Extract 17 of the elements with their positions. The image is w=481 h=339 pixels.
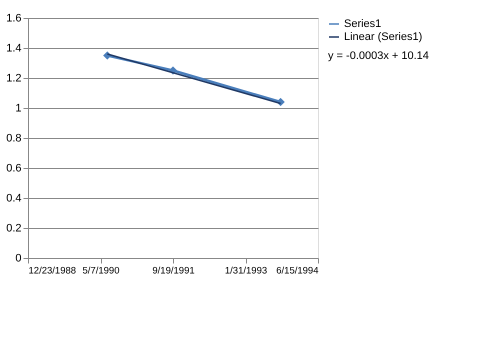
legend-label: Linear (Series1) [344, 31, 422, 43]
y-tick-label: 0.8 [6, 132, 22, 144]
text: y = -0.0003x + 10.14 [328, 50, 429, 62]
y-tick-label: 0.4 [6, 192, 22, 204]
x-tick-label: 9/19/1991 [152, 266, 195, 276]
y-tick-label: 0.2 [6, 222, 22, 234]
y-tick-label: 0.6 [6, 162, 22, 174]
x-tick-label: 5/7/1990 [82, 266, 120, 276]
y-tick-label: 1.2 [6, 72, 22, 84]
y-tick-label: 1 [15, 102, 22, 114]
y-tick-label: 1.6 [6, 12, 22, 24]
legend-label: Series1 [344, 18, 382, 30]
x-tick-label: 6/15/1994 [276, 266, 318, 276]
x-tick-label: 1/31/1993 [224, 266, 268, 276]
x-tick-label: 12/23/1988 [28, 266, 76, 276]
y-tick-label: 0 [15, 252, 22, 264]
y-tick-label: 1.4 [6, 42, 22, 54]
